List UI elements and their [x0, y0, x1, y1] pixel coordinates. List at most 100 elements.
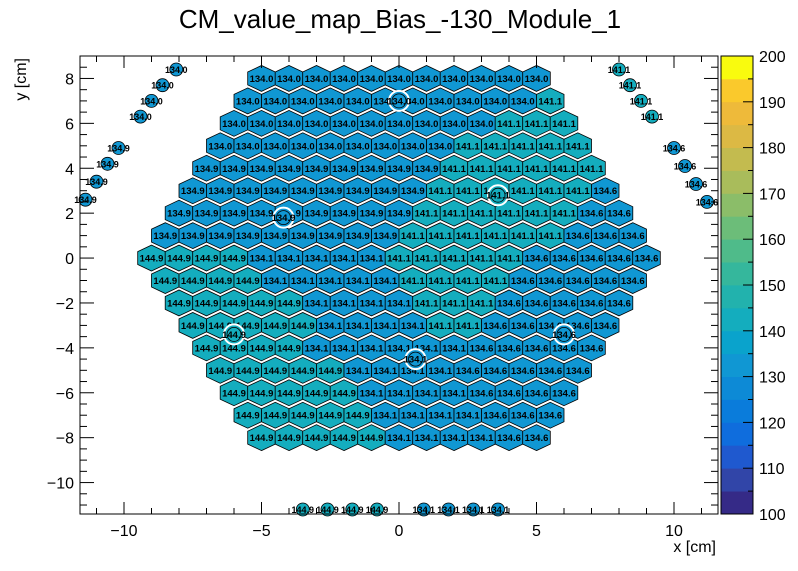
colorbar-tick-label: 130 — [759, 370, 786, 387]
outer-cell-label: 134.1 — [437, 505, 460, 515]
y-tick-label: −2 — [56, 296, 74, 313]
cell-value-label: 134.1 — [373, 411, 397, 422]
cell-value-label: 144.9 — [263, 411, 287, 422]
cell-value-label: 134.9 — [415, 164, 439, 175]
cell-value-label: 134.1 — [415, 343, 439, 354]
cell-value-label: 134.0 — [263, 141, 287, 152]
cell-value-label: 134.6 — [525, 254, 549, 265]
cell-value-label: 134.0 — [373, 96, 397, 107]
cell-value-label: 134.9 — [222, 164, 246, 175]
cell-value-label: 141.1 — [566, 186, 590, 197]
cell-value-label: 134.9 — [373, 231, 397, 242]
cell-value-label: 134.9 — [360, 164, 384, 175]
calibration-cell-label: 134.9 — [272, 213, 296, 224]
cell-value-label: 134.0 — [250, 74, 274, 85]
colorbar-tick-label: 190 — [759, 95, 786, 112]
cell-value-label: 144.9 — [318, 411, 342, 422]
cell-value-label: 144.9 — [167, 254, 191, 265]
cell-value-label: 134.0 — [236, 141, 260, 152]
outer-cell-label: 134.6 — [674, 162, 697, 172]
cell-value-label: 144.9 — [236, 321, 260, 332]
cell-value-label: 134.6 — [552, 343, 576, 354]
outer-cell-label: 141.1 — [619, 81, 642, 91]
cell-value-label: 134.9 — [387, 209, 411, 220]
cell-value-label: 134.1 — [401, 411, 425, 422]
cell-value-label: 134.0 — [360, 119, 384, 130]
cell-value-label: 134.0 — [360, 74, 384, 85]
cell-value-label: 134.0 — [332, 119, 356, 130]
cell-value-label: 144.9 — [222, 299, 246, 310]
outer-cell-label: 134.6 — [663, 144, 686, 154]
outer-cell — [78, 192, 93, 207]
cell-value-label: 134.0 — [387, 119, 411, 130]
calibration-cell-label: 141.1 — [486, 191, 510, 202]
cell-value-label: 141.1 — [497, 164, 521, 175]
cell-value-label: 141.1 — [470, 299, 494, 310]
x-axis-label: x [cm] — [673, 539, 716, 556]
outer-cell — [441, 502, 456, 517]
cell-value-label: 134.9 — [277, 164, 301, 175]
cell-value-label: 134.0 — [291, 96, 315, 107]
cell-value-label: 134.9 — [291, 186, 315, 197]
calibration-cell-inner — [408, 351, 423, 367]
cell-value-label: 134.6 — [566, 321, 590, 332]
cell-value-label: 134.6 — [538, 366, 562, 377]
cell-value-label: 134.0 — [428, 96, 452, 107]
cell-value-label: 134.1 — [346, 366, 370, 377]
outer-cell-label: 134.6 — [696, 197, 719, 207]
y-tick-label: −4 — [56, 341, 74, 358]
cell-value-label: 134.1 — [401, 321, 425, 332]
outer-cell-label: 134.1 — [413, 505, 436, 515]
outer-cell-label: 134.9 — [107, 144, 130, 154]
cell-value-label: 134.1 — [332, 299, 356, 310]
hex-cell — [591, 177, 620, 205]
x-tick-label: 5 — [532, 523, 541, 540]
colorbar-band — [721, 216, 753, 240]
cell-value-label: 141.1 — [428, 276, 452, 287]
cell-value-label: 141.1 — [525, 209, 549, 220]
cell-value-label: 134.1 — [318, 276, 342, 287]
cell-value-label: 144.9 — [332, 388, 356, 399]
cell-value-label: 134.9 — [208, 231, 232, 242]
cell-value-label: 144.9 — [208, 366, 232, 377]
hex-cell — [549, 379, 579, 407]
axes: −10 −5 0 5 10 −10 −8 −6 −4 −2 0 2 4 6 8 — [47, 56, 718, 540]
cell-value-label: 134.0 — [415, 74, 439, 85]
cell-value-label: 144.9 — [195, 299, 219, 310]
cell-value-label: 141.1 — [483, 276, 507, 287]
cell-value-label: 144.9 — [195, 254, 219, 265]
hex-cell — [604, 199, 634, 227]
cell-value-label: 134.0 — [305, 74, 329, 85]
cell-value-label: 134.1 — [305, 254, 329, 265]
cell-value-label: 141.1 — [442, 164, 466, 175]
cell-value-label: 134.0 — [401, 96, 425, 107]
colorbar-band — [721, 193, 753, 217]
outer-cell-label: 134.9 — [85, 177, 108, 187]
colorbar-band — [721, 78, 753, 103]
y-axis-label: y [cm] — [13, 58, 30, 101]
cell-value-label: 134.0 — [318, 96, 342, 107]
cell-value-label: 134.6 — [511, 366, 535, 377]
cell-value-label: 141.1 — [511, 186, 535, 197]
cell-value-label: 141.1 — [580, 164, 604, 175]
cell-value-label: 134.6 — [607, 254, 631, 265]
cell-value-label: 134.9 — [318, 186, 342, 197]
cell-value-label: 141.1 — [470, 209, 494, 220]
cell-value-label: 141.1 — [442, 299, 466, 310]
colorbar-band — [721, 399, 753, 423]
cell-value-label: 141.1 — [428, 186, 452, 197]
cell-value-label: 134.9 — [291, 231, 315, 242]
cell-value-label: 134.1 — [277, 254, 301, 265]
outer-cell — [111, 141, 126, 155]
cell-value-label: 144.9 — [263, 366, 287, 377]
x-tick-label: 10 — [665, 523, 683, 540]
outer-cell-label: 134.0 — [140, 96, 163, 106]
cell-value-label: 134.0 — [291, 141, 315, 152]
cell-value-label: 134.1 — [470, 433, 494, 444]
cell-value-label: 141.1 — [456, 141, 480, 152]
colorbar-band — [721, 285, 753, 309]
cell-value-label: 141.1 — [538, 141, 562, 152]
outer-cell-label: 141.1 — [630, 96, 653, 106]
cell-value-label: 134.0 — [346, 96, 370, 107]
cell-value-label: 134.0 — [387, 74, 411, 85]
